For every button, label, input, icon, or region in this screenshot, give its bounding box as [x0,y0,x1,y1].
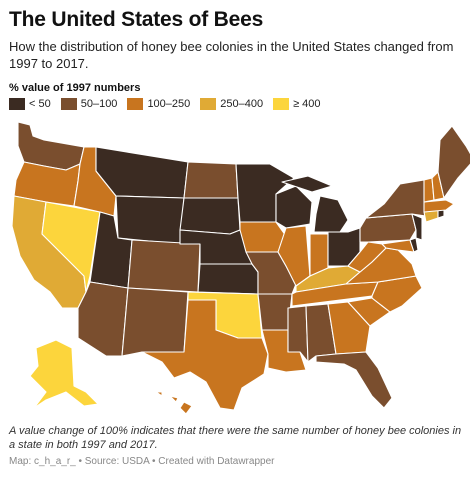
state-MA[interactable] [423,199,455,213]
legend-swatch [200,98,217,110]
state-NM[interactable] [121,287,189,357]
source-line: Map: c_h_a_r_ • Source: USDA • Created w… [9,456,275,467]
state-AR[interactable] [257,293,293,331]
legend-label: < 50 [29,98,51,110]
legend-item: 100–250 [127,98,190,110]
legend-item: ≥ 400 [273,98,321,110]
state-WI[interactable] [275,185,313,229]
legend-swatch [127,98,144,110]
state-NY[interactable] [365,179,427,219]
legend-swatch [60,98,77,110]
state-SD[interactable] [179,197,241,235]
state-RI[interactable] [437,209,445,219]
us-map [6,116,470,416]
state-ND[interactable] [183,161,239,199]
legend-item: 250–400 [200,98,263,110]
legend-swatch [9,98,25,110]
state-KS[interactable] [197,263,259,295]
state-FL[interactable] [315,351,393,409]
footnote: A value change of 100% indicates that th… [9,425,462,451]
legend: < 50 50–100 100–250 250–400 ≥ 400 [9,98,331,110]
legend-item: < 50 [9,98,51,110]
legend-label: ≥ 400 [293,98,321,110]
state-HI[interactable] [155,391,193,415]
state-NJ[interactable] [411,213,423,241]
state-MD[interactable] [381,239,415,253]
legend-item: 50–100 [60,98,118,110]
legend-swatch [273,98,290,110]
state-AZ[interactable] [77,281,129,357]
state-AK[interactable] [29,339,99,409]
us-map-svg [11,121,470,415]
chart-subtitle: How the distribution of honey bee coloni… [9,39,454,71]
legend-label: 250–400 [220,98,264,110]
state-TX[interactable] [141,299,269,411]
state-DE[interactable] [409,237,419,253]
state-MS[interactable] [287,305,309,363]
state-ME[interactable] [437,125,470,199]
state-WY[interactable] [115,195,185,245]
legend-title: % value of 1997 numbers [9,82,141,94]
legend-label: 50–100 [80,98,118,110]
legend-label: 100–250 [147,98,191,110]
chart-title: The United States of Bees [9,8,264,31]
state-CO[interactable] [127,239,201,293]
